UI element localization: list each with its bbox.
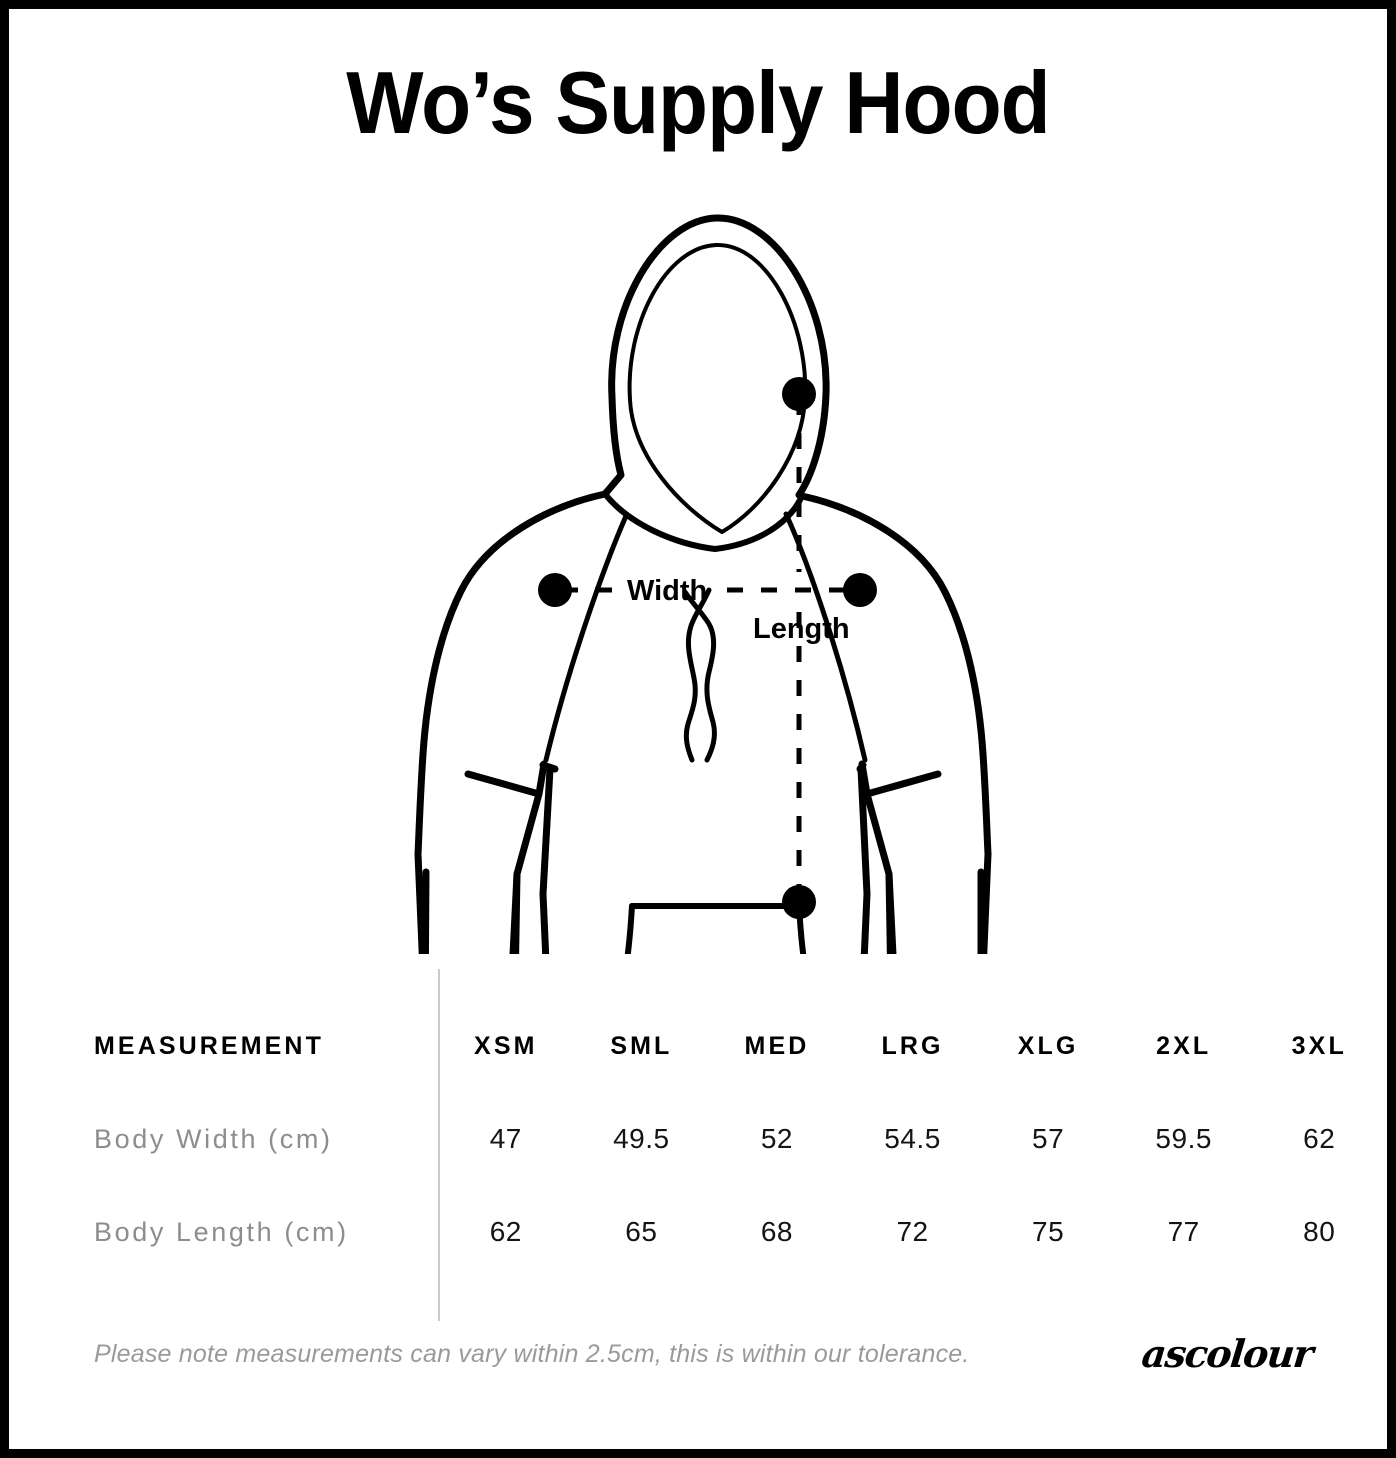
table-row: Body Width (cm) 47 49.5 52 54.5 57 59.5 … (9, 1119, 1387, 1159)
header-size-2xl: 2XL (1156, 1031, 1212, 1060)
hoodie-diagram: Width Length (9, 194, 1387, 954)
width-right-dot (843, 573, 877, 607)
header-size-med: MED (744, 1031, 810, 1060)
table-row: Body Length (cm) 62 65 68 72 75 77 80 (9, 1212, 1387, 1252)
cell-body-width-3xl: 62 (1303, 1123, 1336, 1154)
cell-body-length-2xl: 77 (1167, 1216, 1200, 1247)
table-column-divider (438, 969, 440, 1321)
cell-body-length-xsm: 62 (489, 1216, 522, 1247)
row-label-body-width: Body Width (cm) (94, 1123, 333, 1154)
cell-body-width-sml: 49.5 (613, 1123, 670, 1154)
tolerance-note: Please note measurements can vary within… (94, 1340, 970, 1368)
hoodie-silhouette (414, 490, 992, 954)
raglan-seams (543, 511, 868, 763)
hood-inner-line (627, 242, 808, 534)
width-label: Width (627, 575, 707, 607)
width-left-dot (538, 573, 572, 607)
row-label-body-length: Body Length (cm) (94, 1216, 349, 1247)
header-size-lrg: LRG (881, 1031, 944, 1060)
cell-body-length-sml: 65 (625, 1216, 658, 1247)
cell-body-width-2xl: 59.5 (1155, 1123, 1212, 1154)
cell-body-width-med: 52 (760, 1123, 794, 1154)
hem-measure-dot (782, 885, 816, 919)
header-size-sml: SML (610, 1031, 673, 1060)
table-header-row: MEASUREMENT XSM SML MED LRG XLG 2XL 3XL (9, 1026, 1387, 1066)
header-size-3xl: 3XL (1291, 1031, 1347, 1060)
hoodie-body-outline (601, 214, 830, 499)
kangaroo-pocket (624, 903, 807, 954)
cell-body-length-3xl: 80 (1303, 1216, 1336, 1247)
cell-body-width-lrg: 54.5 (884, 1123, 941, 1154)
size-chart-page: Wo’s Supply Hood (9, 9, 1387, 1449)
brand-logo: ascolour (1139, 1331, 1315, 1376)
shoulder-measure-dot (782, 377, 816, 411)
cell-body-length-med: 68 (760, 1216, 794, 1247)
cell-body-length-xlg: 75 (1032, 1216, 1065, 1247)
hood-neck-line (602, 491, 805, 552)
header-measurement: MEASUREMENT (94, 1031, 324, 1060)
cell-body-width-xsm: 47 (489, 1123, 522, 1154)
header-size-xsm: XSM (474, 1031, 538, 1060)
length-label: Length (753, 613, 850, 645)
cell-body-width-xlg: 57 (1032, 1123, 1065, 1154)
page-title: Wo’s Supply Hood (346, 53, 1050, 152)
cell-body-length-lrg: 72 (896, 1216, 929, 1247)
drawstring (682, 587, 717, 763)
header-size-xlg: XLG (1017, 1031, 1079, 1060)
measurement-table: MEASUREMENT XSM SML MED LRG XLG 2XL 3XL … (9, 964, 1387, 1334)
